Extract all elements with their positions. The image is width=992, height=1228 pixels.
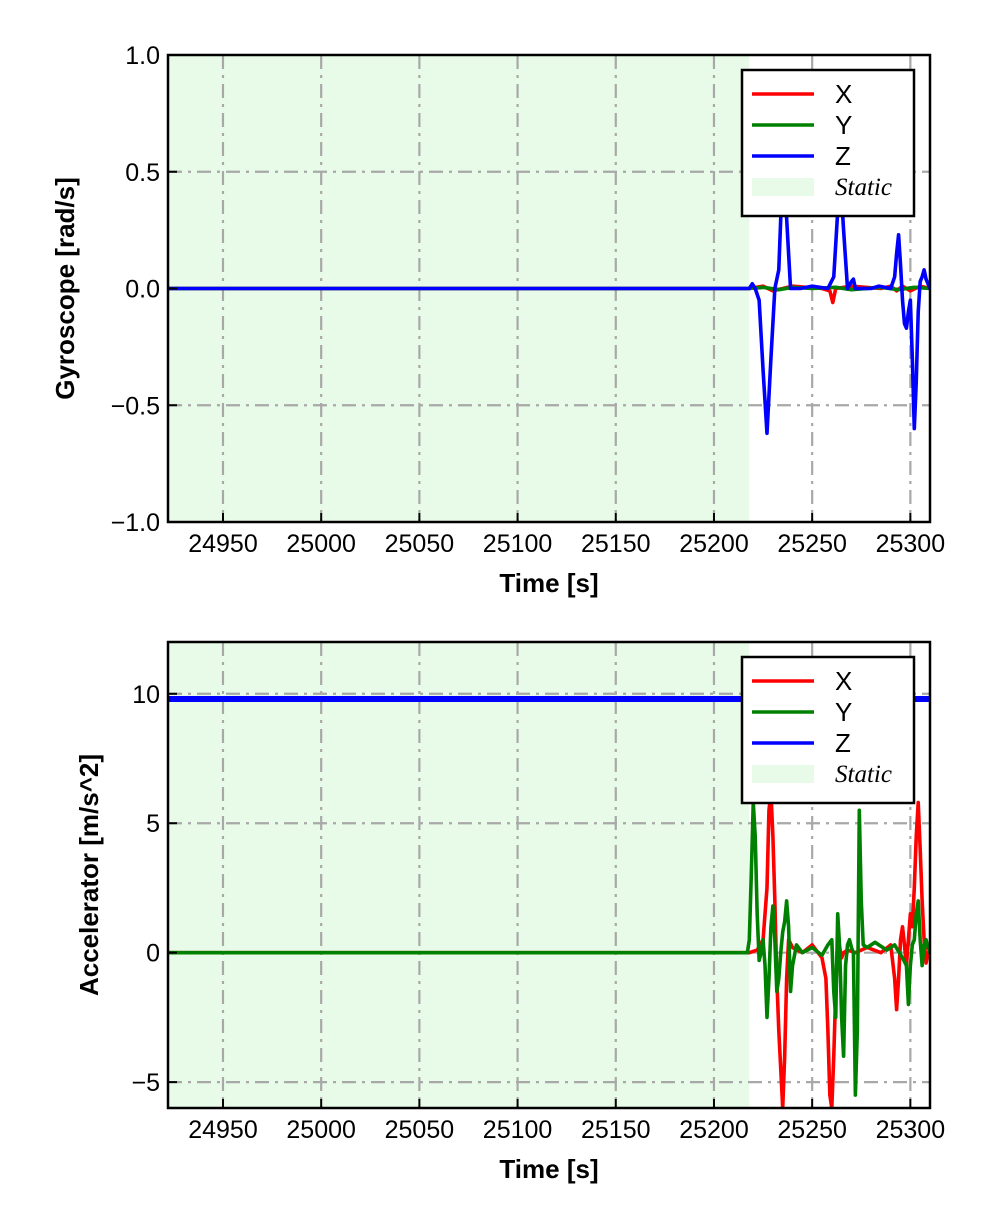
accel-xtick-label-4: 25150 (581, 1116, 651, 1144)
accel-legend-label-x: X (835, 666, 852, 696)
accel-legend-swatch-static (752, 765, 814, 783)
gyro-xtick-label-3: 25100 (483, 530, 553, 558)
gyro-ytick-label-2: 0.0 (125, 276, 160, 304)
gyro-xtick-label-1: 25000 (286, 530, 356, 558)
gyro-ytick-label-4: 1.0 (125, 42, 160, 70)
accel-ytick-label-0: −5 (131, 1069, 160, 1097)
gyro-ytick-label-0: −1.0 (111, 509, 160, 537)
gyro-series-z (168, 179, 930, 436)
gyro-legend-label-static: Static (835, 174, 892, 201)
gyro-xtick-label-0: 24950 (188, 530, 258, 558)
gyro-ytick-label-1: −0.5 (111, 392, 160, 420)
accel-ytick-label-2: 5 (146, 810, 160, 838)
gyro-xlabel: Time [s] (499, 568, 598, 598)
accel-legend-label-static: Static (835, 761, 892, 788)
gyro-xtick-label-5: 25200 (679, 530, 749, 558)
accel-xlabel: Time [s] (499, 1154, 598, 1184)
accel-ytick-label-3: 10 (132, 681, 160, 709)
gyro-legend: XYZ Static (740, 68, 916, 218)
accel-ytick-label-1: 0 (146, 940, 160, 968)
gyro-legend-swatch-static (752, 178, 814, 196)
gyro-ytick-label-3: 0.5 (125, 159, 160, 187)
accel-legend-label-y: Y (835, 697, 852, 727)
accel-legend-label-z: Z (835, 728, 851, 758)
accel-xtick-label-5: 25200 (679, 1116, 749, 1144)
gyro-xtick-label-7: 25300 (876, 530, 946, 558)
gyro-ylabel: Gyroscope [rad/s] (50, 177, 80, 400)
accel-xtick-label-3: 25100 (483, 1116, 553, 1144)
accel-static-region (168, 642, 750, 1108)
gyro-legend-label-z: Z (835, 141, 851, 171)
accel-legend: XYZ Static (740, 655, 916, 805)
accel-ylabel: Accelerator [m/s^2] (74, 754, 104, 996)
gyro-xtick-label-4: 25150 (581, 530, 651, 558)
gyro-xtick-label-6: 25250 (777, 530, 847, 558)
gyro-legend-label-y: Y (835, 110, 852, 140)
gyro-xtick-label-2: 25050 (385, 530, 455, 558)
accel-xtick-label-7: 25300 (876, 1116, 946, 1144)
accel-xtick-label-0: 24950 (188, 1116, 258, 1144)
accel-xtick-label-2: 25050 (385, 1116, 455, 1144)
accel-xtick-label-6: 25250 (777, 1116, 847, 1144)
gyro-legend-label-x: X (835, 79, 852, 109)
accel-axes-frame (166, 640, 932, 1110)
accel-xtick-label-1: 25000 (286, 1116, 356, 1144)
accel-chart: 24950 25000 25050 25100 25150 25200 25250 25300… (74, 640, 946, 1184)
gyro-chart: 24950 25000 25050 25100 25150 25200 25250 25300… (50, 42, 945, 598)
accel-series-y (168, 800, 930, 1097)
